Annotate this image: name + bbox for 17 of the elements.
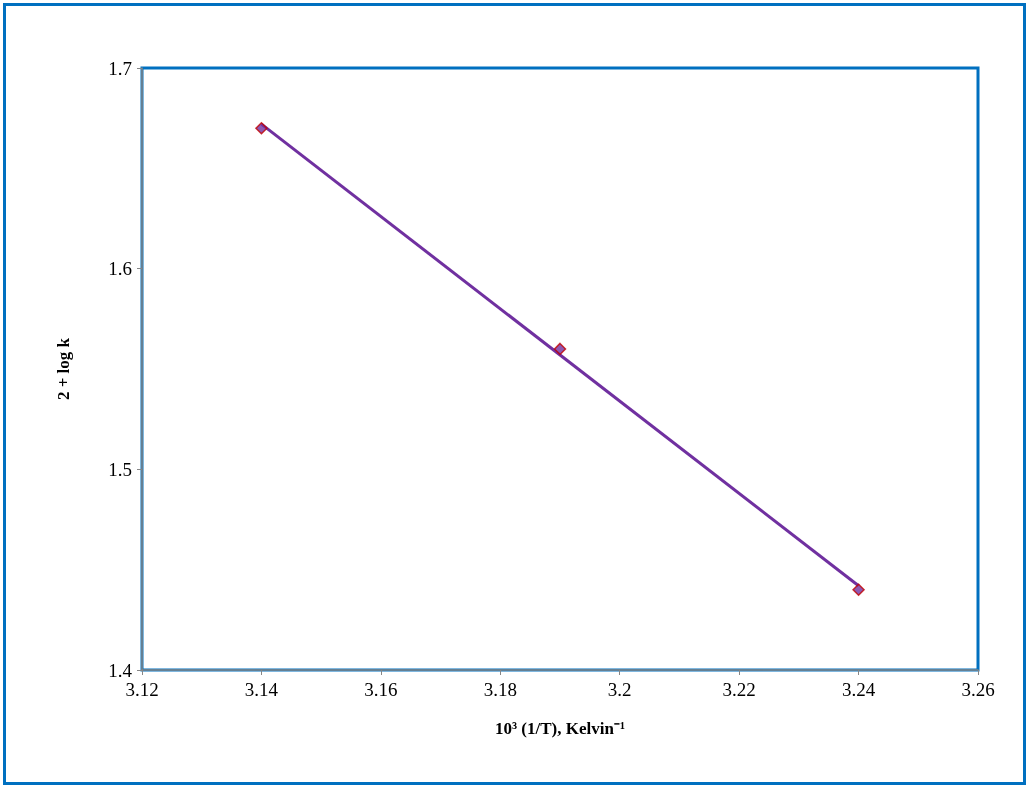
x-tick-label: 3.26 (961, 679, 995, 700)
x-tick-label: 3.18 (483, 679, 517, 700)
point (852, 583, 865, 596)
x-tick-label: 3.2 (607, 679, 632, 700)
point (553, 342, 567, 356)
x-tick-label: 3.14 (244, 679, 279, 700)
y-tick-label: 1.7 (108, 57, 132, 79)
point (255, 121, 268, 135)
y-axis-title: 2 + log k (54, 337, 73, 401)
y-tick-label: 1.4 (108, 659, 133, 681)
x-tick-label: 3.24 (841, 679, 876, 700)
x-axis-title: 10³ (1/T), Kelvin⁻¹ (495, 719, 625, 738)
y-tick-label: 1.6 (108, 258, 132, 280)
y-tick-label: 1.5 (108, 458, 132, 480)
x-tick-label: 3.16 (364, 679, 398, 700)
x-tick-label: 3.22 (722, 679, 756, 700)
x-tick-label: 3.12 (125, 679, 159, 700)
